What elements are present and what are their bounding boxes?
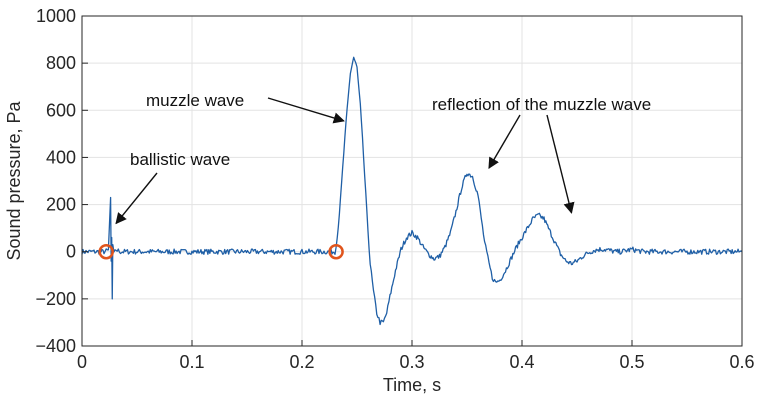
annotation-arrow: [546, 114, 575, 214]
x-axis-label: Time, s: [383, 375, 441, 395]
y-tick-label: 800: [46, 53, 76, 73]
x-tick-label: 0.3: [399, 352, 424, 372]
x-axis-ticks: 0 0.1 0.2 0.3 0.4 0.5 0.6: [77, 340, 755, 372]
x-tick-label: 0.5: [619, 352, 644, 372]
y-axis-label: Sound pressure, Pa: [4, 100, 24, 260]
y-tick-label: 200: [46, 195, 76, 215]
y-tick-label: 1000: [36, 6, 76, 26]
y-tick-label: −200: [35, 289, 76, 309]
onset-marker: [98, 243, 114, 260]
x-tick-label: 0.1: [179, 352, 204, 372]
x-tick-label: 0: [77, 352, 87, 372]
x-tick-label: 0.4: [509, 352, 534, 372]
y-tick-label: 0: [66, 242, 76, 262]
markers-layer: [98, 243, 344, 260]
annotation-label: muzzle wave: [146, 91, 244, 110]
x-tick-label: 0.2: [289, 352, 314, 372]
annotation-label: ballistic wave: [130, 150, 230, 169]
series-line: [81, 56, 743, 326]
y-tick-label: −400: [35, 336, 76, 356]
series-layer: [81, 56, 743, 326]
annotations: ballistic wave muzzle wave reflection of t…: [115, 91, 651, 225]
annotation-label: reflection of the muzzle wave: [432, 95, 651, 114]
y-axis-ticks: −400 −200 0 200 400 600 800 1000: [35, 6, 88, 356]
annotation-arrow: [488, 114, 521, 170]
y-tick-label: 600: [46, 100, 76, 120]
x-tick-label: 0.6: [729, 352, 754, 372]
annotation-arrow: [267, 97, 345, 124]
onset-marker: [328, 243, 344, 260]
annotation-arrow: [115, 172, 158, 225]
y-tick-label: 400: [46, 147, 76, 167]
